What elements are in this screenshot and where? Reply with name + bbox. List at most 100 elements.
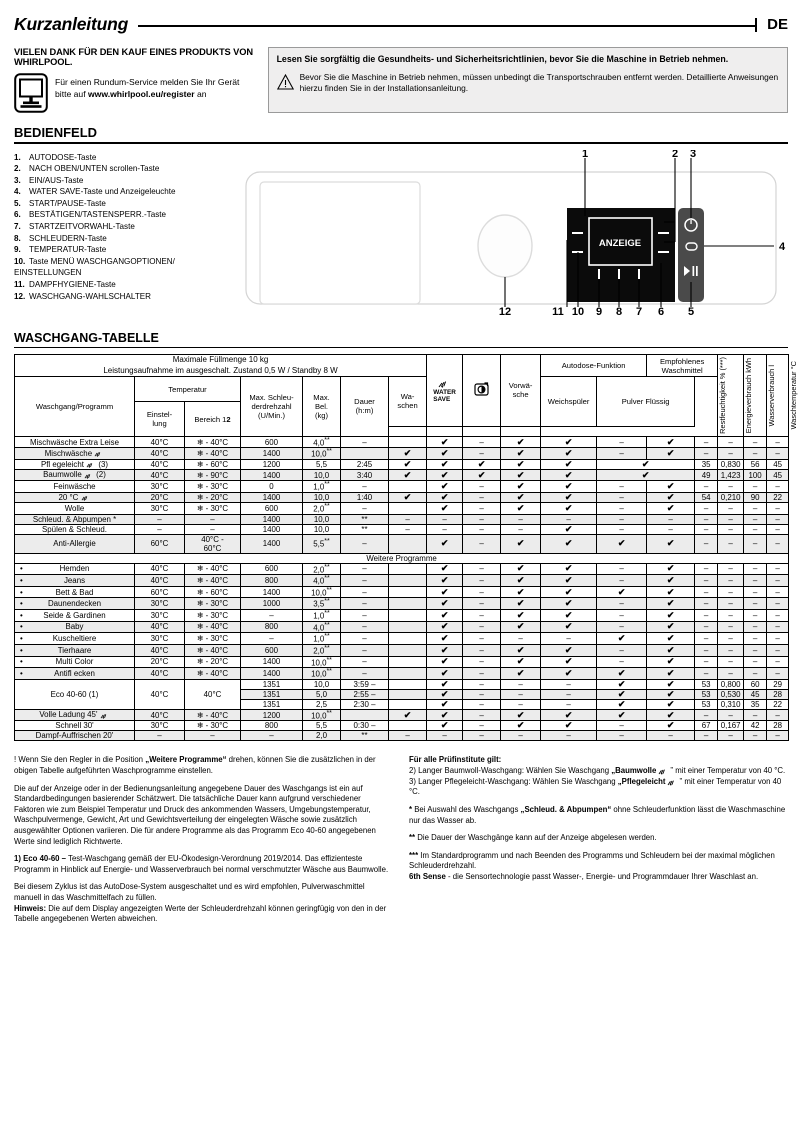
dash-mark: – [775, 731, 780, 741]
cell-program-name[interactable]: Antifl ecken [14, 667, 135, 680]
dash-mark: – [728, 622, 733, 632]
dash-mark: – [703, 587, 709, 597]
cell-program-name[interactable]: Kuscheltiere [14, 632, 135, 645]
legend-number: 5. [14, 198, 21, 208]
cell-program-name[interactable]: Seide & Gardinen [14, 609, 135, 622]
cell-energy: 0,530 [717, 688, 745, 700]
cell-program-name[interactable]: Wolle [14, 501, 135, 515]
cell-program-name[interactable]: Mischwäsche Extra Leise [14, 435, 135, 449]
cell-program-name[interactable]: Volle Ladung 45' [14, 708, 135, 722]
cell-max-spin: 0 [240, 479, 303, 493]
cell-program-name[interactable]: Mischwäsche [14, 447, 135, 461]
cell-temp-setting: 20°C [134, 491, 185, 503]
cell-detergent-powder: ✔ [596, 667, 648, 680]
register-link[interactable]: www.whirlpool.eu/register [87, 89, 195, 99]
cell-program-name[interactable]: Bett & Bad [14, 585, 135, 599]
cell-autodose-softener: – [540, 688, 598, 700]
cell-wash-temp: – [766, 667, 790, 680]
cell-detergent-powder: – [596, 620, 648, 634]
cell-wash-temp: – [766, 708, 790, 722]
cell-6th-sense: ✔ [426, 620, 464, 634]
header-temp-range: Bereich 12 [184, 401, 241, 437]
cell-max-load: 1,0** [302, 609, 341, 622]
cell-energy: – [717, 609, 745, 622]
cell-autodose-wash: ✔ [500, 643, 542, 657]
callout-11: 11 [552, 306, 564, 315]
cell-program-name[interactable]: Anti-Allergie [14, 533, 135, 554]
cell-program-name[interactable]: Hemden [14, 562, 135, 576]
cell-duration: – [340, 620, 389, 634]
load-footnote-marker: ** [324, 621, 330, 629]
cell-detergent-powder: – [596, 597, 648, 611]
dash-mark: – [619, 492, 624, 502]
cell-water-save: – [387, 513, 428, 525]
cell-program-name[interactable]: Schleud. & Abpumpen * [14, 513, 135, 525]
dash-mark: – [728, 634, 733, 644]
cell-residual-moisture: – [694, 585, 719, 599]
cell-program-name[interactable]: Daunendecken [14, 597, 135, 611]
cell-max-load: 2,5 [302, 698, 341, 710]
cell-autodose-softener: ✔ [540, 574, 598, 587]
cell-detergent-liquid: ✔ [646, 698, 696, 710]
cell-detergent-powder: – [596, 609, 648, 622]
check-mark: ✔ [564, 491, 573, 502]
cell-program-name[interactable]: Spülen & Schleud. [14, 523, 135, 535]
language-code: DE [755, 17, 788, 32]
dash-mark: – [479, 710, 484, 720]
legend-label: AUTODOSE-Taste [29, 152, 97, 162]
cell-energy: – [717, 523, 745, 535]
cell-program-name[interactable]: Pfl egeleicht (3) [14, 459, 135, 471]
cell-detergent-liquid: ✔ [646, 435, 696, 449]
warning-triangle-icon [276, 73, 294, 90]
dash-mark: – [619, 564, 624, 574]
cell-prewash: – [462, 523, 502, 535]
cell-temp-range: ❄ - 30°C [184, 501, 241, 515]
cell-temp-setting: 40°C [134, 447, 185, 461]
check-mark: ✔ [564, 448, 573, 459]
cell-energy: – [717, 667, 745, 680]
cell-detergent-powder: – [596, 655, 648, 669]
header-temperature: Temperatur [134, 375, 241, 403]
cell-autodose-wash: ✔ [500, 447, 542, 461]
dash-mark: – [703, 731, 709, 741]
cell-detergent-liquid: ✔ [646, 491, 696, 503]
cell-detergent-liquid: ✔ [646, 533, 696, 554]
dash-mark: – [619, 437, 624, 447]
cell-program-name[interactable]: Schnell 30' [14, 720, 135, 732]
cell-program-name[interactable]: Eco 40-60 (1) [14, 678, 135, 710]
dash-mark: – [619, 622, 624, 632]
check-mark: ✔ [440, 609, 449, 620]
load-footnote-marker: ** [324, 538, 330, 546]
cell-autodose-wash: ✔ [500, 620, 542, 634]
cell-water-save [387, 479, 428, 493]
cell-program-name[interactable]: 20 °C [14, 491, 135, 503]
cell-6th-sense: – [426, 730, 464, 742]
dash-mark: – [619, 610, 624, 620]
cell-detergent-liquid: ✔ [646, 678, 696, 690]
cell-detergent-powder: ✔ [596, 698, 648, 710]
cell-6th-sense: ✔ [426, 491, 464, 503]
cell-program-name[interactable]: Dampf-Auffrischen 20' [14, 730, 135, 742]
dash-mark: – [405, 524, 410, 534]
cell-program-name[interactable]: Jeans [14, 574, 135, 587]
check-mark: ✔ [440, 448, 449, 459]
cell-detergent-powder: – [596, 435, 648, 449]
cell-autodose-wash: ✔ [500, 667, 542, 680]
dash-mark: – [728, 503, 733, 513]
dash-mark: – [728, 599, 733, 609]
6th-sense-icon [86, 463, 93, 469]
cell-program-name[interactable]: Tierhaare [14, 643, 135, 657]
cell-autodose-softener: ✔ [540, 720, 598, 732]
cell-max-load: 2,0** [302, 501, 341, 515]
cell-program-name[interactable]: Baby [14, 620, 135, 634]
check-mark: ✔ [617, 678, 626, 689]
cell-water-save [387, 698, 428, 710]
cell-program-name[interactable]: Baumwolle (2) [14, 469, 135, 481]
cell-energy: – [717, 585, 745, 599]
check-mark: ✔ [666, 688, 675, 699]
cell-program-name[interactable]: Multi Color [14, 655, 135, 669]
header-temp-setting: Einstel-lung [134, 401, 185, 437]
cell-program-name[interactable]: Feinwäsche [14, 479, 135, 493]
